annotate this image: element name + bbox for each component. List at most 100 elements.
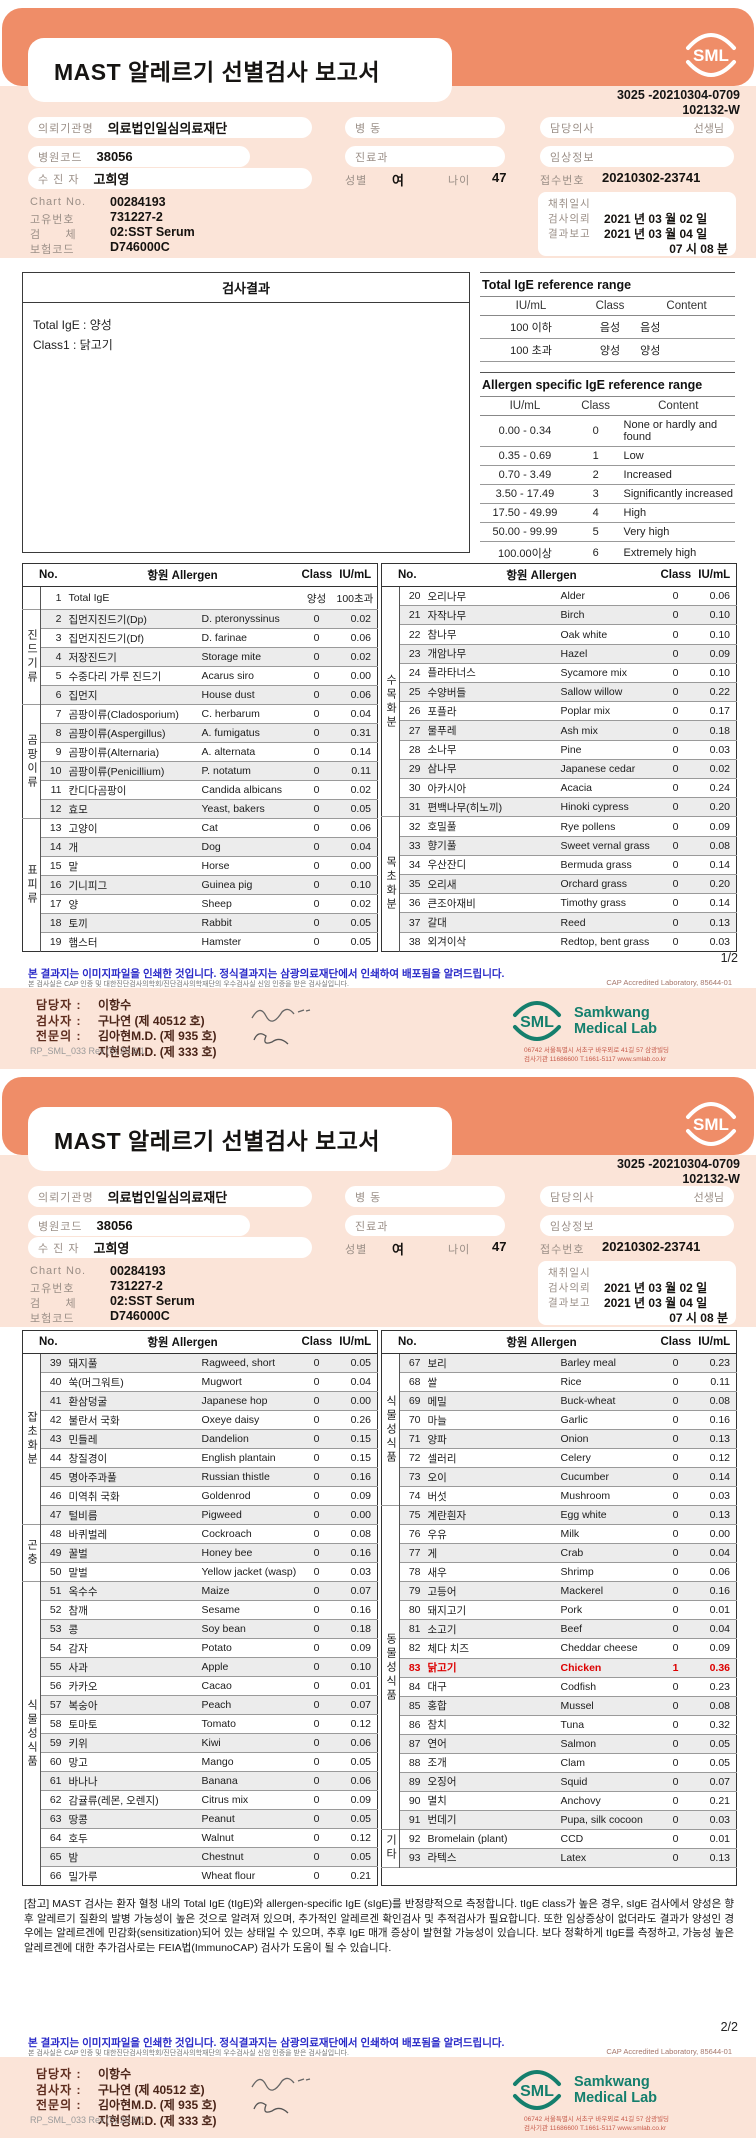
- report-date: 2021 년 03 월 04 일: [604, 227, 708, 241]
- allergen-row: 14 개 Dog 0 0.04: [23, 837, 378, 857]
- allergen-row: 88 조개 Clam 0 0.05: [382, 1752, 737, 1773]
- age-label: 나이: [448, 175, 471, 187]
- allergen-row: 91 번데기 Pupa, silk cocoon 0 0.03: [382, 1809, 737, 1830]
- staff-block: 담당자 : 이항수 검사자 : 구나연 (제 40512 호) 전문의 : 김아현M.D.…: [36, 998, 217, 1060]
- lab-name: Samkwang Medical Lab: [574, 1005, 657, 1037]
- allergen-group-label: [22, 586, 41, 610]
- test-result-box: 검사결과 Total IgE : 양성 Class1 : 닭고기: [22, 272, 470, 553]
- allergen-row: 59 키위 Kiwi 0 0.06: [23, 1733, 378, 1753]
- allergen-group-label: 식물성식품: [381, 1352, 400, 1506]
- total-ige-reference-table: IU/mL Class Content 100 이하 음성 음성 100 초과 양성 양성: [480, 296, 735, 362]
- allergen-row: 74 버섯 Mushroom 0 0.03: [382, 1486, 737, 1506]
- svg-text:SML: SML: [693, 46, 729, 65]
- allergen-row: 23 개암나무 Hazel 0 0.09: [382, 643, 737, 664]
- allergen-row: 69 메밀 Buck-wheat 0 0.08: [382, 1391, 737, 1411]
- report-title-box: MAST 알레르기 선별검사 보고서: [28, 38, 452, 102]
- allergen-row: 87 연어 Salmon 0 0.05: [382, 1733, 737, 1754]
- request-date: 2021 년 03 월 02 일: [604, 1281, 708, 1295]
- lab-address: 06742 서울특별시 서초구 바우뫼로 41길 57 삼광빌딩 검사기관 11…: [524, 2116, 670, 2132]
- reference-row: 100 초과 양성 양성: [480, 338, 735, 362]
- reference-footnote: [참고] MAST 검사는 환자 혈청 내의 Total IgE (tIgE)와…: [24, 1898, 734, 1954]
- allergen-row: 11 칸디다곰팡이 Candida albicans 0 0.02: [23, 780, 378, 800]
- chart-number: 00284193: [110, 195, 166, 209]
- field-doctor: 담당의사 선생님: [540, 1186, 734, 1207]
- sex-value: 여: [392, 1242, 404, 1257]
- sml-footer-logo-icon: SML: [508, 998, 566, 1044]
- allergen-row: 1 Total IgE 양성 100초과: [22, 586, 378, 610]
- allergen-table-right: No. 항원 Allergen Class IU/mL 수목화분 20 오리나무 Al…: [381, 563, 737, 952]
- allergen-row: 4 저장진드기 Storage mite 0 0.02: [23, 647, 378, 667]
- print-notice: 본 결과지는 이미지파일을 인쇄한 것입니다. 정식결과지는 삼광의료재단에서 …: [28, 968, 505, 980]
- allergen-row: 65 밤 Chestnut 0 0.05: [23, 1847, 378, 1867]
- reference-row: 0.00 - 0.34 0 None or hardly and found: [480, 415, 735, 447]
- sex-label: 성별: [345, 175, 368, 187]
- allergen-row: 64 호두 Walnut 0 0.12: [23, 1828, 378, 1848]
- svg-text:SML: SML: [520, 2083, 554, 2100]
- allergen-row: 12 효모 Yeast, bakers 0 0.05: [23, 799, 378, 819]
- document-number: 3025 -20210304-0709 102132-W: [616, 88, 740, 117]
- field-clinical-info: 임상정보: [540, 1215, 734, 1236]
- report-time: 07 시 08 분: [669, 242, 728, 256]
- allergen-row: 33 향기풀 Sweet vernal grass 0 0.08: [382, 835, 737, 856]
- reference-row: 17.50 - 49.99 4 High: [480, 503, 735, 523]
- allergen-row: 53 콩 Soy bean 0 0.18: [23, 1619, 378, 1639]
- allergen-group-label: 기타: [381, 1828, 400, 1868]
- footer-band: [0, 2057, 756, 2138]
- allergen-row: 66 밀가루 Wheat flour 0 0.21: [23, 1866, 378, 1886]
- field-ward: 병 동: [345, 117, 505, 138]
- allergen-row: 21 자작나무 Birch 0 0.10: [382, 605, 737, 625]
- svg-text:SML: SML: [693, 1115, 729, 1134]
- allergen-table-left: No. 항원 Allergen Class IU/mL 1 Total IgE 양성…: [22, 563, 378, 952]
- allergen-group-label: 잡초화분: [22, 1353, 41, 1525]
- allergen-row: 62 감귤류(레몬, 오렌지) Citrus mix 0 0.09: [23, 1790, 378, 1810]
- result-line: Total IgE : 양성: [33, 318, 112, 332]
- age-value: 47: [492, 170, 507, 185]
- cap-accreditation: CAP Accredited Laboratory, 85644-01: [606, 2047, 732, 2056]
- allergen-row: 8 곰팡이류(Aspergillus) A. fumigatus 0 0.31: [23, 723, 378, 743]
- allergen-tables-page1: No. 항원 Allergen Class IU/mL 1 Total IgE 양성…: [22, 563, 737, 952]
- form-number: RP_SML_033 Rev.(5) 20.9.1: [30, 2115, 145, 2125]
- allergen-row: 37 갈대 Reed 0 0.13: [382, 912, 737, 933]
- report-time: 07 시 08 분: [669, 1311, 728, 1325]
- allergen-tables-page2: No. 항원 Allergen Class IU/mL 잡초화분 39 돼지풀 Rag…: [22, 1330, 737, 1886]
- field-clinical-info: 임상정보: [540, 146, 734, 167]
- allergen-row: 41 환삼덩굴 Japanese hop 0 0.00: [23, 1391, 378, 1411]
- report-page-2: MAST 알레르기 선별검사 보고서 SML 3025 -20210304-07…: [0, 1069, 756, 2138]
- chart-number: 00284193: [110, 1264, 166, 1278]
- reference-ranges-panel: Total IgE reference range IU/mL Class Cont…: [480, 272, 735, 575]
- allergen-row: 57 복숭아 Peach 0 0.07: [23, 1695, 378, 1715]
- allergen-row: 83 닭고기 Chicken 1 0.36: [382, 1657, 737, 1678]
- allergen-row: 26 포플라 Poplar mix 0 0.17: [382, 701, 737, 721]
- allergen-row: 44 창질경이 English plantain 0 0.15: [23, 1448, 378, 1468]
- allergen-group-label: 곰팡이류: [22, 704, 41, 819]
- allergen-row: 55 사과 Apple 0 0.10: [23, 1657, 378, 1677]
- staff-row: 검사자 : 구나연 (제 40512 호): [36, 1013, 205, 1028]
- allergen-row: 10 곰팡이류(Penicillium) P. notatum 0 0.11: [23, 761, 378, 781]
- receipt-number: 20210302-23741: [602, 170, 701, 185]
- field-department: 진료과: [345, 1215, 505, 1236]
- allergen-group-label: 곤충: [22, 1524, 41, 1582]
- allergen-row: 63 땅콩 Peanut 0 0.05: [23, 1809, 378, 1829]
- field-patient-name: 수 진 자 고희영: [28, 168, 312, 189]
- allergen-row: 16 기니피그 Guinea pig 0 0.10: [23, 875, 378, 895]
- field-department: 진료과: [345, 146, 505, 167]
- allergen-row: 24 플라타너스 Sycamore mix 0 0.10: [382, 662, 737, 683]
- allergen-row: 61 바나나 Banana 0 0.06: [23, 1771, 378, 1791]
- allergen-group-label: 표피류: [22, 818, 41, 952]
- insurance-code: D746000C: [110, 1309, 170, 1323]
- field-doctor: 담당의사 선생님: [540, 117, 734, 138]
- document-number: 3025 -20210304-0709 102132-W: [616, 1157, 740, 1186]
- cap-accreditation: CAP Accredited Laboratory, 85644-01: [606, 978, 732, 987]
- allergen-row: 15 말 Horse 0 0.00: [23, 856, 378, 876]
- age-label: 나이: [448, 1244, 471, 1256]
- allergen-row: 38 외겨이삭 Redtop, bent grass 0 0.03: [382, 931, 737, 952]
- staff-row: 지현영M.D. (제 333 호): [98, 2113, 217, 2128]
- allergen-row: 17 양 Sheep 0 0.02: [23, 894, 378, 914]
- allergen-row: 진드기류 2 집먼지진드기(Dp) D. pteronyssinus 0 0.02: [22, 609, 378, 705]
- allergen-row: 기타 92 Bromelain (plant) CCD 0 0.01: [381, 1828, 737, 1868]
- allergen-row: 31 편백나무(히노끼) Hinoki cypress 0 0.20: [382, 797, 737, 817]
- allergen-row: 56 카카오 Cacao 0 0.01: [23, 1676, 378, 1696]
- page-title: MAST 알레르기 선별검사 보고서: [54, 1128, 381, 1154]
- allergen-row: 9 곰팡이류(Alternaria) A. alternata 0 0.14: [23, 742, 378, 762]
- accreditation-notice: 본 검사실은 CAP 인증 및 대한진단검사의학회/진단검사의학재단의 우수검사…: [28, 981, 349, 988]
